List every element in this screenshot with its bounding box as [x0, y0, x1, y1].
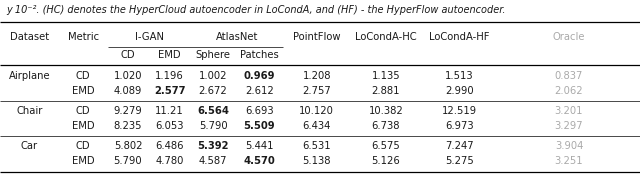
Text: 5.138: 5.138	[303, 156, 331, 166]
Text: CD: CD	[76, 106, 90, 116]
Text: EMD: EMD	[72, 86, 95, 96]
Text: 8.235: 8.235	[114, 121, 142, 131]
Text: Chair: Chair	[16, 106, 43, 116]
Text: CD: CD	[76, 141, 90, 151]
Text: 2.881: 2.881	[372, 86, 400, 96]
Text: 5.790: 5.790	[114, 156, 142, 166]
Text: Oracle: Oracle	[553, 32, 585, 42]
Text: EMD: EMD	[158, 51, 181, 60]
Text: AtlasNet: AtlasNet	[216, 32, 258, 42]
Text: 1.513: 1.513	[445, 71, 474, 81]
Text: CD: CD	[121, 51, 135, 60]
Text: l-GAN: l-GAN	[134, 32, 164, 42]
Text: 4.570: 4.570	[243, 156, 275, 166]
Text: EMD: EMD	[72, 156, 95, 166]
Text: 5.392: 5.392	[197, 141, 229, 151]
Text: 1.208: 1.208	[303, 71, 331, 81]
Text: Metric: Metric	[68, 32, 99, 42]
Text: 2.757: 2.757	[303, 86, 331, 96]
Text: LoCondA-HF: LoCondA-HF	[429, 32, 490, 42]
Text: 3.904: 3.904	[555, 141, 583, 151]
Text: 10.382: 10.382	[369, 106, 403, 116]
Text: LoCondA-HC: LoCondA-HC	[355, 32, 417, 42]
Text: 5.275: 5.275	[445, 156, 474, 166]
Text: 6.693: 6.693	[245, 106, 273, 116]
Text: Car: Car	[21, 141, 38, 151]
Text: 7.247: 7.247	[445, 141, 474, 151]
Text: 3.201: 3.201	[555, 106, 583, 116]
Text: 4.587: 4.587	[199, 156, 227, 166]
Text: 12.519: 12.519	[442, 106, 477, 116]
Text: 6.575: 6.575	[372, 141, 400, 151]
Text: 1.196: 1.196	[156, 71, 184, 81]
Text: 2.062: 2.062	[555, 86, 583, 96]
Text: 5.790: 5.790	[199, 121, 227, 131]
Text: 1.002: 1.002	[199, 71, 227, 81]
Text: 4.780: 4.780	[156, 156, 184, 166]
Text: y 10⁻². (HC) denotes the HyperCloud autoencoder in LoCondA, and (HF) - the Hyper: y 10⁻². (HC) denotes the HyperCloud auto…	[6, 5, 506, 15]
Text: 3.251: 3.251	[555, 156, 583, 166]
Text: PointFlow: PointFlow	[293, 32, 340, 42]
Text: 6.564: 6.564	[197, 106, 229, 116]
Text: 10.120: 10.120	[300, 106, 334, 116]
Text: 0.969: 0.969	[243, 71, 275, 81]
Text: 6.973: 6.973	[445, 121, 474, 131]
Text: 2.990: 2.990	[445, 86, 474, 96]
Text: 9.279: 9.279	[114, 106, 142, 116]
Text: 6.053: 6.053	[156, 121, 184, 131]
Text: Airplane: Airplane	[8, 71, 51, 81]
Text: 11.21: 11.21	[156, 106, 184, 116]
Text: 6.531: 6.531	[303, 141, 331, 151]
Text: 1.135: 1.135	[372, 71, 400, 81]
Text: 1.020: 1.020	[114, 71, 142, 81]
Text: EMD: EMD	[72, 121, 95, 131]
Text: 5.126: 5.126	[372, 156, 400, 166]
Text: Patches: Patches	[240, 51, 278, 60]
Text: 2.672: 2.672	[199, 86, 227, 96]
Text: 5.509: 5.509	[243, 121, 275, 131]
Text: 6.738: 6.738	[372, 121, 400, 131]
Text: Sphere: Sphere	[196, 51, 230, 60]
Text: 0.837: 0.837	[555, 71, 583, 81]
Text: 4.089: 4.089	[114, 86, 142, 96]
Text: 6.486: 6.486	[156, 141, 184, 151]
Text: 5.441: 5.441	[245, 141, 273, 151]
Text: 5.802: 5.802	[114, 141, 142, 151]
Text: Dataset: Dataset	[10, 32, 49, 42]
Text: 3.297: 3.297	[555, 121, 583, 131]
Text: 6.434: 6.434	[303, 121, 331, 131]
Text: CD: CD	[76, 71, 90, 81]
Text: 2.577: 2.577	[154, 86, 186, 96]
Text: 2.612: 2.612	[245, 86, 273, 96]
